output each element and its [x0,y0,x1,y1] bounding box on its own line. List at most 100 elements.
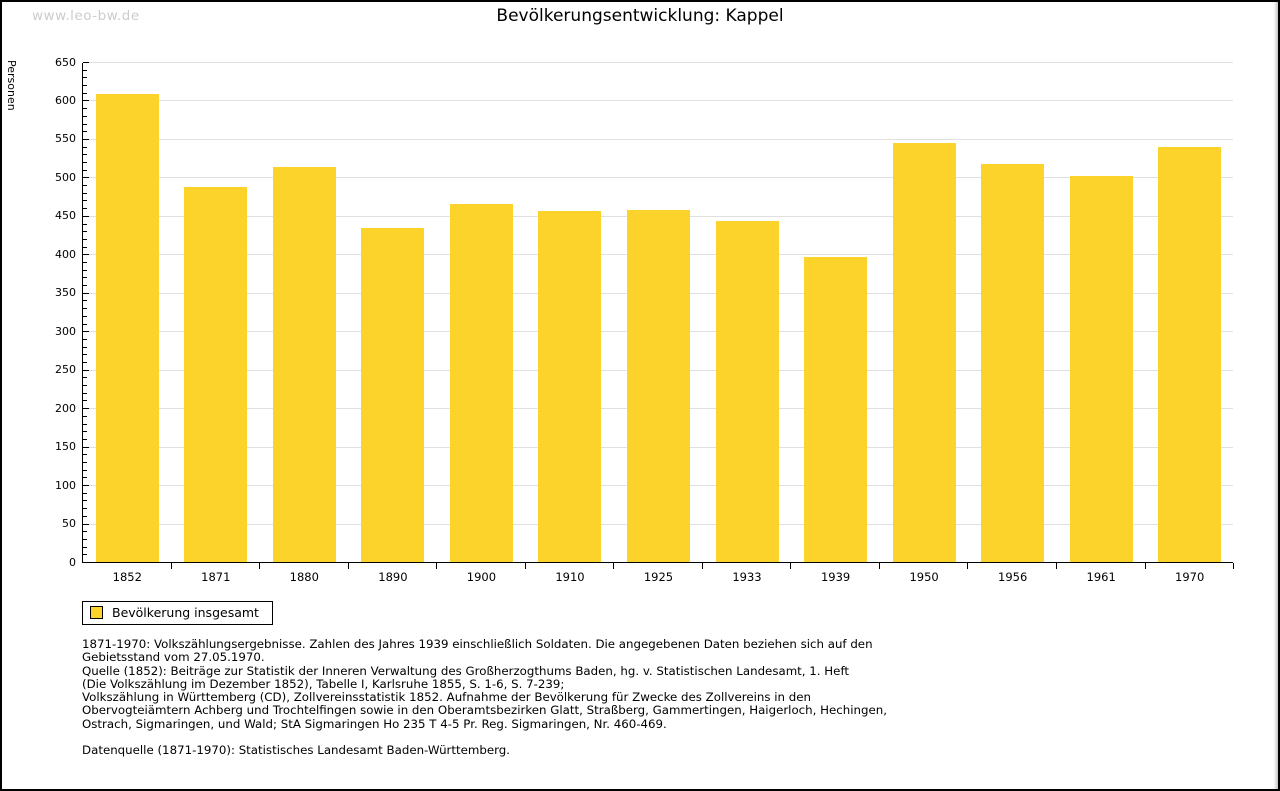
y-tick-label: 550 [55,132,76,146]
y-minor-tick [83,362,87,363]
bar-1852 [95,94,159,562]
legend-label: Bevölkerung insgesamt [112,605,259,620]
footer-datasource: Datenquelle (1871-1970): Statistisches L… [82,743,511,758]
x-tick-label: 1933 [732,570,762,584]
y-minor-tick [83,238,87,240]
x-tick-label: 1950 [909,570,939,584]
y-minor-tick [83,192,87,194]
y-minor-tick [83,231,87,233]
x-tick [347,563,349,569]
y-minor-tick [83,162,87,163]
y-tick [83,254,89,256]
y-minor-tick [83,508,87,510]
y-tick-label: 400 [55,247,76,261]
x-tick [1233,563,1234,569]
x-tick-label: 1961 [1086,570,1116,584]
x-tick-label: 1880 [289,570,319,584]
bar-1880 [272,166,336,562]
x-tick [613,563,615,569]
y-tick [83,100,89,102]
footer-line: Volkszählung in Württemberg (CD), Zollve… [82,690,811,705]
y-tick [83,485,89,487]
x-tick [259,563,261,569]
y-tick [83,408,89,410]
y-minor-tick [83,108,87,110]
y-tick [83,331,89,333]
bar-1950 [892,142,956,562]
bar-1900 [449,204,513,562]
y-minor-tick [83,454,87,456]
bar-1970 [1158,147,1222,562]
y-minor-tick [83,423,87,425]
y-minor-tick [83,377,87,379]
y-minor-tick [83,438,87,440]
footer-line: Obervogteiämtern Achberg und Trochtelfin… [82,703,887,718]
x-tick-label: 1910 [555,570,585,584]
y-minor-tick [83,431,87,433]
y-tick [83,215,89,217]
bar-1956 [981,164,1045,562]
y-minor-tick [83,208,87,210]
y-minor-tick [83,323,87,325]
y-tick [83,138,89,140]
y-axis-title: Personen [5,60,18,111]
x-tick-label: 1900 [466,570,497,584]
y-minor-tick [83,154,87,156]
footer-line: Quelle (1852): Beiträge zur Statistik de… [82,663,850,678]
y-tick-label: 600 [55,93,76,107]
legend-swatch-icon [90,606,103,619]
y-minor-tick [83,300,87,302]
x-tick [967,563,969,569]
x-tick [701,563,703,569]
x-tick-label: 1956 [998,570,1028,584]
y-tick-label: 450 [55,209,76,223]
y-minor-tick [83,538,87,540]
bar-1933 [715,220,779,562]
footer-line: 1871-1970: Volkszählungsergebnisse. Zahl… [82,637,873,651]
y-tick [83,292,89,294]
gridline [83,100,1233,102]
y-tick-label: 650 [55,55,76,69]
x-tick-label: 1925 [643,570,674,584]
gridline [83,62,1233,63]
y-minor-tick [83,492,87,494]
y-tick [83,369,89,371]
y-minor-tick [83,546,87,548]
y-minor-tick [83,169,87,171]
page-title: Bevölkerungsentwicklung: Kappel [496,6,784,26]
footer-line: (Die Volkszählung im Dezember 1852), Tab… [82,676,565,691]
y-tick-label: 0 [69,555,76,569]
y-minor-tick [83,85,87,87]
y-minor-tick [83,308,87,310]
footer-notes: 1871-1970: Volkszählungsergebnisse. Zahl… [82,637,1222,758]
gridline [83,177,1233,179]
y-minor-tick [83,262,87,263]
y-tick-label: 350 [55,286,76,300]
y-minor-tick [83,200,87,202]
watermark: www.leo-bw.de [32,8,140,24]
y-tick-label: 200 [55,401,76,415]
bar-1871 [184,186,248,562]
bar-1910 [538,211,602,562]
y-minor-tick [83,277,87,279]
x-tick-label: 1939 [820,570,851,584]
footer-line: Gebietsstand vom 27.05.1970. [82,650,265,665]
gridline [83,138,1233,140]
x-tick [1144,563,1146,569]
y-minor-tick [83,69,87,71]
y-minor-tick [83,415,87,417]
y-minor-tick [83,131,87,133]
y-minor-tick [83,515,87,517]
bar-1961 [1069,175,1133,562]
y-tick [83,177,89,179]
y-tick-label: 50 [62,517,76,531]
y-minor-tick [83,531,87,533]
x-tick [878,563,880,569]
bar-1925 [627,209,690,562]
y-minor-tick [83,146,87,148]
y-minor-tick [83,269,87,271]
y-minor-tick [83,346,87,348]
y-minor-tick [83,223,87,225]
x-tick-label: 1970 [1175,570,1205,584]
